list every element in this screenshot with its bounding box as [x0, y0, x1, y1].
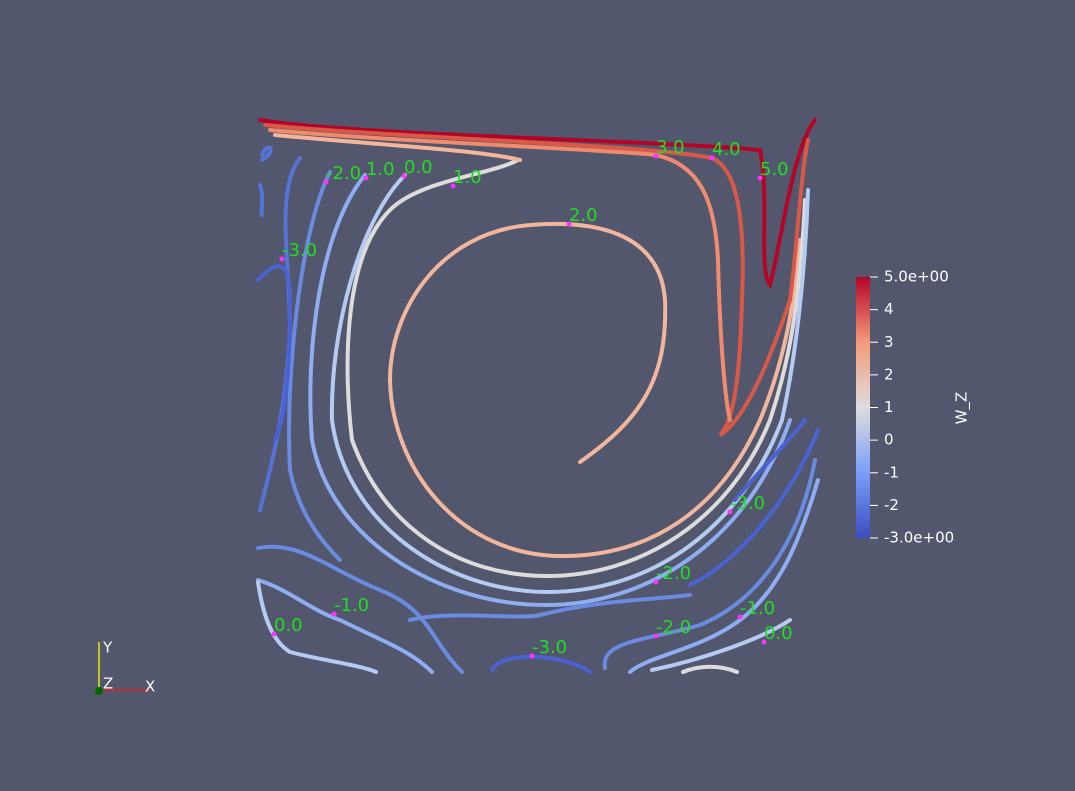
contour-label: -3.0 [282, 240, 317, 261]
label-marker [279, 256, 285, 262]
contour-label: 5.0 [760, 159, 789, 180]
contour-label: 4.0 [712, 139, 741, 160]
label-marker [757, 175, 763, 181]
contour-label: -3.0 [730, 493, 765, 514]
tick-label: 2 [884, 365, 894, 383]
contour-labels: 3.0 4.05.0-2.0 1.0 0.0 1.02.0-3.0-3.0-2.0-1.… [271, 137, 793, 659]
colorbar-title: W_Z [953, 392, 972, 425]
label-marker [323, 179, 329, 185]
tick-label: 4 [884, 300, 894, 318]
contour-label: 3.0 [656, 137, 685, 158]
label-marker [271, 631, 277, 637]
label-marker [363, 175, 369, 181]
contour-label: 0.0 [274, 615, 303, 636]
label-marker [566, 221, 572, 227]
tick-label: 3 [884, 333, 894, 351]
tick-label: -3.0e+00 [884, 529, 954, 547]
contour-label: -1.0 [334, 595, 369, 616]
contour-label: -1.0 [740, 598, 775, 619]
label-marker [653, 633, 659, 639]
colorbar-ticks: 5.0e+00 4 3 2 1 0 -1 -2 -3.0e+00 [870, 268, 954, 547]
tick-label: -1 [884, 463, 899, 481]
contour-label: 1.0 [366, 159, 395, 180]
z-axis-label: Z [103, 675, 113, 693]
label-marker [709, 155, 715, 161]
contour-label: -2.0 [326, 163, 361, 184]
z-axis [95, 687, 103, 695]
label-marker [737, 614, 743, 620]
y-axis-label: Y [102, 639, 113, 657]
label-marker [401, 173, 407, 179]
colorbar [856, 277, 870, 538]
contour-label: 0.0 [404, 157, 433, 178]
contour-label: -2.0 [656, 563, 691, 584]
label-marker [529, 653, 535, 659]
contour-label: -3.0 [532, 637, 567, 658]
contours [256, 118, 820, 674]
tick-label: 1 [884, 398, 894, 416]
label-marker [653, 153, 659, 159]
x-axis-label: X [145, 678, 155, 696]
tick-label: -2 [884, 496, 899, 514]
label-marker [653, 579, 659, 585]
contour-label: -2.0 [656, 617, 691, 638]
label-marker [331, 611, 337, 617]
label-marker [727, 509, 733, 515]
label-marker [450, 183, 456, 189]
contour-label: 2.0 [569, 205, 598, 226]
contour-label: 0.0 [764, 623, 793, 644]
orientation-axes: Y Z X [95, 639, 155, 696]
contour-label: 1.0 [453, 167, 482, 188]
tick-label: 5.0e+00 [884, 268, 949, 286]
label-marker [761, 639, 767, 645]
tick-label: 0 [884, 431, 894, 449]
